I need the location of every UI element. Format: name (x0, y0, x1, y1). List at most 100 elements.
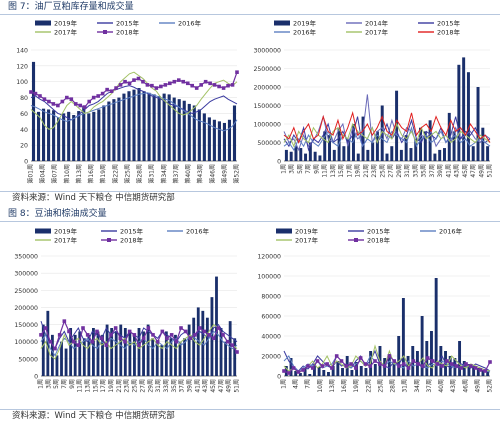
bar-2019年-32 (187, 324, 191, 376)
bar-2019年-19 (128, 331, 132, 376)
bar-2019年-19 (127, 91, 131, 161)
x-tick-label: 25周 (132, 379, 139, 393)
point-2018年-0 (39, 333, 43, 337)
bar-2019年-22 (390, 146, 394, 161)
y-tick-label: 3000000 (253, 48, 281, 55)
point-2018年-27 (411, 359, 416, 363)
x-tick-label: 15周 (92, 379, 99, 393)
x-tick-label: 25周 (377, 379, 384, 393)
bar-2019年-22 (142, 331, 145, 376)
bar-2019年-0 (284, 149, 288, 161)
legend-label: 2019年 (293, 19, 317, 28)
bar-2019年-6 (69, 328, 73, 376)
bar-2019年-5 (64, 348, 68, 376)
bar-2019年-6 (312, 364, 316, 376)
bar-2019年-17 (117, 97, 121, 161)
bar-2019年-10 (331, 366, 335, 376)
point-2018年-32 (188, 336, 193, 341)
point-2018年-38 (216, 326, 221, 330)
bar-2019年-35 (448, 356, 452, 376)
bar-2019年-5 (308, 142, 312, 161)
point-2018年-24 (151, 333, 155, 337)
x-tick-label: 第52周 (233, 164, 241, 184)
legend-label: 2018年 (120, 236, 144, 245)
point-2018年-12 (95, 329, 99, 334)
point-2018年-5 (306, 364, 310, 368)
bar-2019年-39 (471, 146, 475, 161)
y-tick-label: 80 (20, 95, 28, 102)
bar-2019年-24 (152, 94, 156, 161)
x-tick-label: 第43周 (196, 164, 204, 184)
bar-2019年-7 (317, 367, 321, 376)
point-2018年-1 (286, 371, 291, 375)
bar-2019年-14 (350, 370, 354, 376)
bar-2019年-40 (224, 341, 228, 376)
bar-2019年-25 (155, 341, 159, 376)
bar-2019年-26 (162, 93, 166, 161)
bar-2019年-20 (133, 334, 136, 376)
legend-label: 2015年 (116, 19, 140, 28)
y-tick-label: 1000000 (253, 122, 281, 129)
x-tick-label: 16周 (341, 379, 348, 393)
bar-2019年-25 (404, 135, 408, 161)
bar-2019年-1 (46, 310, 50, 376)
point-2018年-24 (397, 364, 401, 368)
point-2018年-4 (301, 368, 305, 372)
figure-8-title: 图 8：豆油和棕油成交量 (0, 207, 500, 222)
point-2018年-37 (211, 336, 216, 341)
bar-2019年-28 (169, 338, 173, 376)
bar-2019年-26 (409, 148, 413, 161)
bar-2019年-35 (207, 117, 211, 161)
x-tick-label: 10周 (317, 379, 324, 393)
x-tick-label: 5周 (297, 164, 304, 174)
point-2018年-1 (43, 326, 48, 330)
point-2018年-34 (197, 326, 202, 330)
point-2018年-15 (96, 94, 100, 98)
bar-2019年-19 (375, 131, 379, 161)
point-2018年-34 (181, 79, 186, 84)
bar-2019年-30 (182, 100, 186, 161)
y-tick-label: 20 (20, 143, 28, 150)
point-2018年-13 (99, 336, 104, 341)
point-2018年-23 (132, 78, 136, 82)
point-2018年-6 (310, 366, 315, 370)
point-2018年-14 (91, 95, 96, 100)
bar-2019年-22 (142, 91, 146, 161)
bar-2019年-14 (102, 105, 106, 161)
bar-2019年-43 (486, 370, 490, 376)
series-line-2016年 (30, 92, 238, 132)
bar-2019年-3 (55, 355, 59, 376)
point-2018年-7 (60, 99, 65, 104)
bar-2019年-10 (87, 334, 91, 376)
bar-2019年-3 (299, 148, 303, 161)
point-2018年-43 (221, 86, 226, 90)
bar-2019年-36 (457, 64, 461, 161)
x-tick-label: 47周 (470, 164, 477, 178)
point-2018年-27 (165, 336, 169, 341)
x-tick-label: 29周 (147, 379, 154, 393)
point-2018年-43 (488, 360, 492, 364)
bar-2019年-1 (289, 151, 293, 161)
bar-2019年-33 (197, 109, 201, 161)
point-2018年-17 (105, 87, 109, 92)
point-2018年-45 (230, 83, 235, 87)
bar-2019年-14 (351, 124, 355, 161)
point-2018年-41 (212, 83, 217, 87)
point-2018年-35 (185, 81, 190, 86)
point-2018年-40 (208, 81, 212, 86)
bar-2019年-31 (187, 103, 191, 161)
bar-2019年-6 (62, 113, 66, 161)
point-2018年-30 (163, 83, 168, 87)
point-2018年-35 (449, 362, 454, 366)
point-2018年-24 (136, 76, 141, 81)
x-tick-label: 1周 (38, 379, 45, 389)
y-tick-label: 120 (16, 63, 28, 70)
y-tick-label: 40000 (261, 334, 281, 341)
point-2018年-28 (169, 333, 174, 337)
x-tick-label: 23周 (371, 164, 378, 178)
x-tick-label: 第19周 (99, 164, 107, 184)
x-tick-label: 35周 (171, 379, 178, 393)
bar-2019年-41 (481, 127, 485, 161)
bar-2019年-33 (439, 346, 443, 376)
x-tick-label: 第46周 (208, 164, 216, 184)
